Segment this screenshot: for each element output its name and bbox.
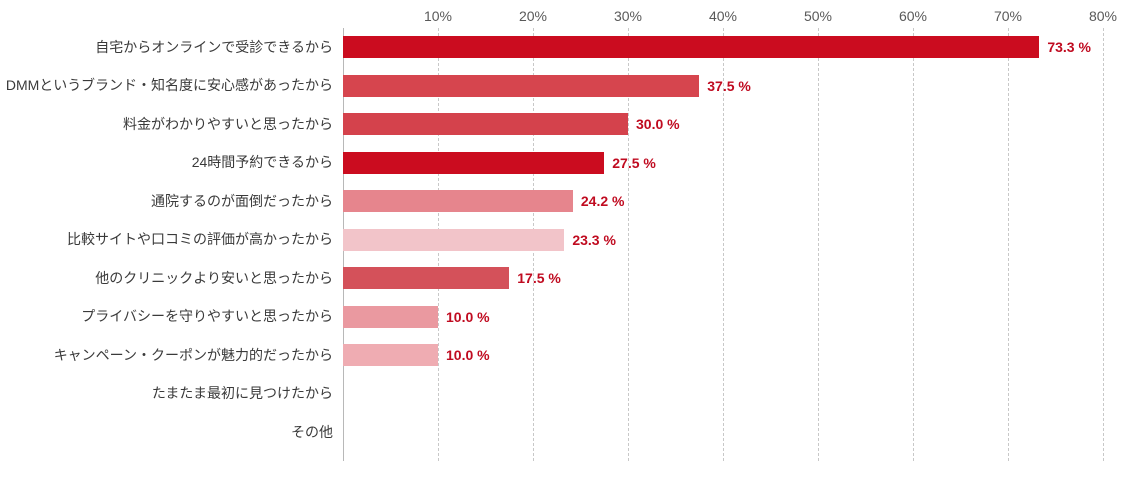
bar-zone [343,375,1103,414]
chart-row: 他のクリニックより安いと思ったから 17.5 % [0,259,1124,298]
chart-row: 自宅からオンラインで受診できるから 73.3 % [0,28,1124,67]
bar [343,228,565,251]
value-label: 10.0 % [446,308,490,325]
bar-zone: 23.3 % [343,221,1103,260]
chart-row: たまたま最初に見つけたから [0,375,1124,414]
bar [343,305,438,328]
bar-zone: 10.0 % [343,298,1103,337]
category-label: DMMというブランド・知名度に安心感があったから [5,77,333,94]
chart-row: プライバシーを守りやすいと思ったから 10.0 % [0,298,1124,337]
category-label: 料金がわかりやすいと思ったから [123,115,333,132]
x-axis: 10% 20% 30% 40% 50% 60% 70% 80% [343,8,1117,28]
value-label: 17.5 % [517,270,561,287]
x-tick-label: 50% [803,8,833,24]
value-label: 23.3 % [572,231,616,248]
category-label: 自宅からオンラインで受診できるから [95,38,333,55]
x-tick-label: 60% [898,8,928,24]
value-label: 73.3 % [1047,39,1091,56]
chart-row: 24時間予約できるから 27.5 % [0,144,1124,183]
bar [343,113,628,136]
category-label: 比較サイトや口コミの評価が高かったから [67,231,333,248]
value-label: 10.0 % [446,347,490,364]
x-tick-label: 80% [1088,8,1118,24]
chart-row: その他 [0,413,1124,452]
category-label: 通院するのが面倒だったから [151,192,333,209]
bar [343,74,700,97]
value-label: 30.0 % [636,116,680,133]
bar-zone: 37.5 % [343,67,1103,106]
gridline [1103,28,1104,461]
category-label: その他 [291,423,333,440]
category-label: たまたま最初に見つけたから [151,385,333,402]
value-label: 24.2 % [580,193,625,210]
x-tick-label: 30% [613,8,643,24]
x-tick-label: 40% [708,8,738,24]
bar-zone: 10.0 % [343,336,1103,375]
bar-zone: 27.5 % [343,144,1103,183]
chart-row: 比較サイトや口コミの評価が高かったから 23.3 % [0,221,1124,260]
bar-zone: 73.3 % [343,28,1103,67]
x-tick-label: 20% [518,8,548,24]
x-tick-label: 10% [423,8,453,24]
bar-zone: 24.2 % [343,182,1103,221]
bar-zone: 30.0 % [343,105,1103,144]
category-label: 24時間予約できるから [191,154,333,171]
chart-row: DMMというブランド・知名度に安心感があったから 37.5 % [0,67,1124,106]
gridline [818,28,819,461]
chart-row: 通院するのが面倒だったから 24.2 % [0,182,1124,221]
gridline [913,28,914,461]
x-tick-label: 70% [993,8,1023,24]
bar [343,344,438,367]
gridline [723,28,724,461]
category-label: 他のクリニックより安いと思ったから [95,269,333,286]
gridline [628,28,629,461]
bar [343,151,605,174]
category-label: キャンペーン・クーポンが魅力的だったから [53,346,333,363]
gridline [1008,28,1009,461]
value-label: 27.5 % [612,154,656,171]
bar-zone [343,413,1103,452]
bar-zone: 17.5 % [343,259,1103,298]
bar [343,267,510,290]
bar [343,190,573,213]
chart-row: キャンペーン・クーポンが魅力的だったから 10.0 % [0,336,1124,375]
bar [343,36,1040,59]
chart-rows: 自宅からオンラインで受診できるから 73.3 % DMMというブランド・知名度に安心… [0,28,1124,452]
chart-row: 料金がわかりやすいと思ったから 30.0 % [0,105,1124,144]
value-label: 37.5 % [707,77,751,94]
category-label: プライバシーを守りやすいと思ったから [81,308,333,325]
